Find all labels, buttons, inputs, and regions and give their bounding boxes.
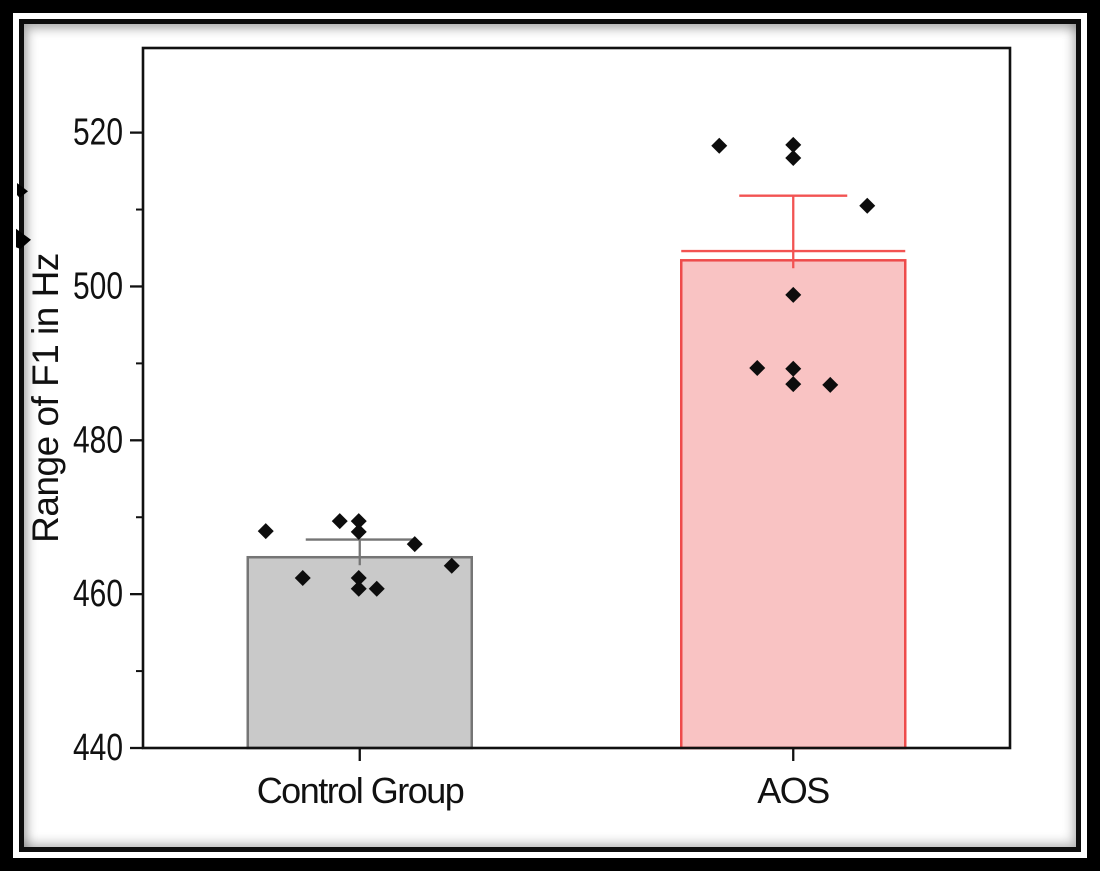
data-point [331,513,348,530]
x-axis-label-aos: AOS [757,770,830,811]
y-tick-label: 440 [73,727,123,769]
frame-artifact-mark [17,183,28,198]
data-point [350,580,367,597]
data-point [785,376,802,393]
y-tick-label: 480 [73,419,123,461]
data-point [406,536,423,553]
scatter-points-control-group [257,513,460,597]
scatter-points-aos [711,136,876,393]
data-point [785,360,802,377]
data-point [749,360,766,376]
data-point [859,197,876,214]
x-axis-label-control-group: Control Group [256,770,465,811]
data-point [822,376,839,393]
bar-series-control-group [246,538,473,750]
data-point [443,557,460,574]
y-tick-label: 460 [73,573,123,615]
y-axis-ticks: 440 460 480 500 520 [73,112,143,769]
bar [680,259,907,750]
data-point [350,570,367,586]
x-axis-ticks [358,748,795,761]
y-tick-label: 520 [73,112,123,154]
data-point [785,136,802,153]
y-axis-title: Range of F1 in Hz [25,253,66,543]
data-point [711,137,728,154]
data-point [785,150,802,166]
data-point [350,523,367,540]
data-point [350,513,367,530]
plot-frame [141,46,1012,750]
bar-series-aos [680,194,907,750]
data-point [785,286,802,303]
data-point [368,580,385,597]
data-point [257,523,274,540]
y-tick-label: 500 [73,265,123,307]
data-point [294,570,311,586]
